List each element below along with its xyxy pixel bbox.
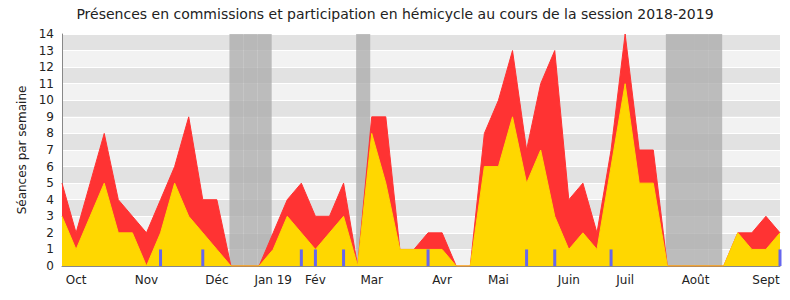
svg-text:Avr: Avr (432, 273, 452, 287)
svg-text:Nov: Nov (135, 273, 158, 287)
svg-text:Fév: Fév (305, 273, 326, 287)
svg-text:10: 10 (39, 93, 54, 107)
svg-text:12: 12 (39, 60, 54, 74)
svg-text:Mar: Mar (360, 273, 383, 287)
svg-text:14: 14 (39, 27, 54, 41)
svg-text:Présences en commissions et pa: Présences en commissions et participatio… (76, 6, 713, 22)
svg-text:Juin: Juin (557, 273, 580, 287)
svg-text:Déc: Déc (205, 273, 228, 287)
svg-text:Sept: Sept (752, 273, 780, 287)
svg-text:0: 0 (46, 259, 54, 273)
svg-text:5: 5 (46, 176, 54, 190)
svg-text:Séances par semaine: Séances par semaine (15, 86, 29, 215)
svg-text:7: 7 (46, 143, 54, 157)
svg-text:8: 8 (46, 126, 54, 140)
svg-text:Mai: Mai (488, 273, 509, 287)
svg-text:13: 13 (39, 44, 54, 58)
svg-text:1: 1 (46, 242, 54, 256)
svg-text:3: 3 (46, 209, 54, 223)
svg-text:Juil: Juil (615, 273, 634, 287)
svg-text:4: 4 (46, 193, 54, 207)
svg-text:Jan 19: Jan 19 (253, 273, 292, 287)
svg-text:6: 6 (46, 160, 54, 174)
svg-text:Oct: Oct (66, 273, 87, 287)
svg-text:11: 11 (39, 77, 54, 91)
svg-text:2: 2 (46, 226, 54, 240)
svg-text:Août: Août (682, 273, 710, 287)
svg-text:9: 9 (46, 110, 54, 124)
